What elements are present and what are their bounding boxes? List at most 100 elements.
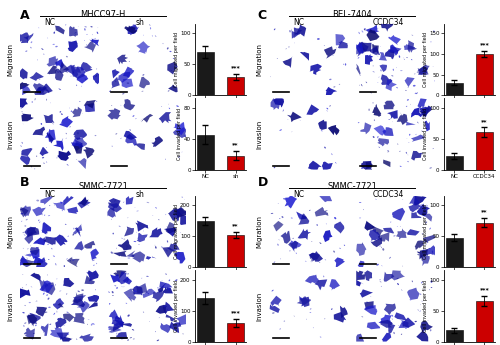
Ellipse shape [36,156,37,157]
Ellipse shape [392,69,394,71]
Ellipse shape [413,85,416,87]
Polygon shape [396,112,407,125]
Polygon shape [314,207,328,217]
Polygon shape [84,103,95,112]
Ellipse shape [374,119,375,121]
Ellipse shape [46,294,48,296]
Ellipse shape [329,79,332,80]
Ellipse shape [320,242,322,244]
Ellipse shape [277,58,278,59]
Polygon shape [374,125,386,136]
Ellipse shape [292,238,294,239]
Polygon shape [372,104,382,117]
Ellipse shape [271,213,274,214]
Ellipse shape [45,312,48,313]
Polygon shape [356,63,360,75]
Polygon shape [55,68,64,81]
Ellipse shape [305,261,306,262]
Polygon shape [174,122,185,135]
Ellipse shape [370,296,371,297]
Text: Invasion: Invasion [8,291,14,321]
Polygon shape [79,334,94,342]
Ellipse shape [381,247,382,248]
Ellipse shape [108,292,110,293]
Polygon shape [75,227,81,237]
Polygon shape [168,61,177,75]
Ellipse shape [108,329,110,330]
Ellipse shape [128,257,130,258]
Polygon shape [124,99,135,110]
Ellipse shape [319,262,320,263]
Ellipse shape [64,265,65,267]
Ellipse shape [146,202,149,203]
Polygon shape [356,244,366,256]
Ellipse shape [401,289,402,290]
Polygon shape [360,289,373,298]
Ellipse shape [114,200,116,201]
Polygon shape [296,211,307,219]
Polygon shape [63,278,74,287]
Bar [197,52,214,95]
Ellipse shape [283,109,284,111]
Polygon shape [369,229,380,241]
Ellipse shape [420,310,421,312]
Ellipse shape [28,302,31,303]
Polygon shape [420,107,430,117]
Polygon shape [420,255,430,266]
Ellipse shape [136,291,137,292]
Polygon shape [20,156,30,165]
Ellipse shape [333,250,335,253]
Polygon shape [334,312,346,323]
Ellipse shape [280,328,281,329]
Text: SMMC-7721: SMMC-7721 [327,182,377,191]
Text: CCDC34: CCDC34 [373,190,404,199]
Text: **: ** [481,210,488,215]
Text: NC: NC [44,190,56,199]
Polygon shape [24,231,33,244]
Polygon shape [406,122,415,126]
Polygon shape [36,257,48,267]
Ellipse shape [166,274,167,275]
Ellipse shape [73,71,74,73]
Ellipse shape [22,312,24,313]
Polygon shape [378,315,392,324]
Polygon shape [46,132,54,144]
Ellipse shape [420,153,424,154]
Ellipse shape [116,275,118,276]
Polygon shape [118,272,129,284]
Ellipse shape [363,209,364,210]
Polygon shape [44,114,54,123]
Ellipse shape [44,237,45,239]
Polygon shape [407,229,420,236]
Ellipse shape [414,246,416,247]
Polygon shape [44,283,56,295]
Polygon shape [366,29,380,41]
Ellipse shape [427,241,428,243]
Ellipse shape [111,105,112,106]
Ellipse shape [39,79,40,80]
Polygon shape [165,228,176,237]
Polygon shape [282,56,292,68]
Bar [446,238,462,267]
Polygon shape [20,68,28,79]
Ellipse shape [397,50,398,51]
Ellipse shape [84,28,86,31]
Ellipse shape [115,80,116,82]
Ellipse shape [274,261,276,263]
Polygon shape [33,237,46,245]
Ellipse shape [167,309,168,310]
Ellipse shape [300,298,302,299]
Ellipse shape [274,167,276,168]
Ellipse shape [44,215,45,216]
Ellipse shape [68,236,69,237]
Polygon shape [366,24,380,34]
Ellipse shape [152,215,153,216]
Polygon shape [112,322,124,332]
Polygon shape [122,79,134,88]
Polygon shape [20,258,34,267]
Polygon shape [74,138,87,148]
Polygon shape [364,301,374,310]
Polygon shape [86,270,99,282]
Ellipse shape [43,293,44,295]
Polygon shape [124,26,138,34]
